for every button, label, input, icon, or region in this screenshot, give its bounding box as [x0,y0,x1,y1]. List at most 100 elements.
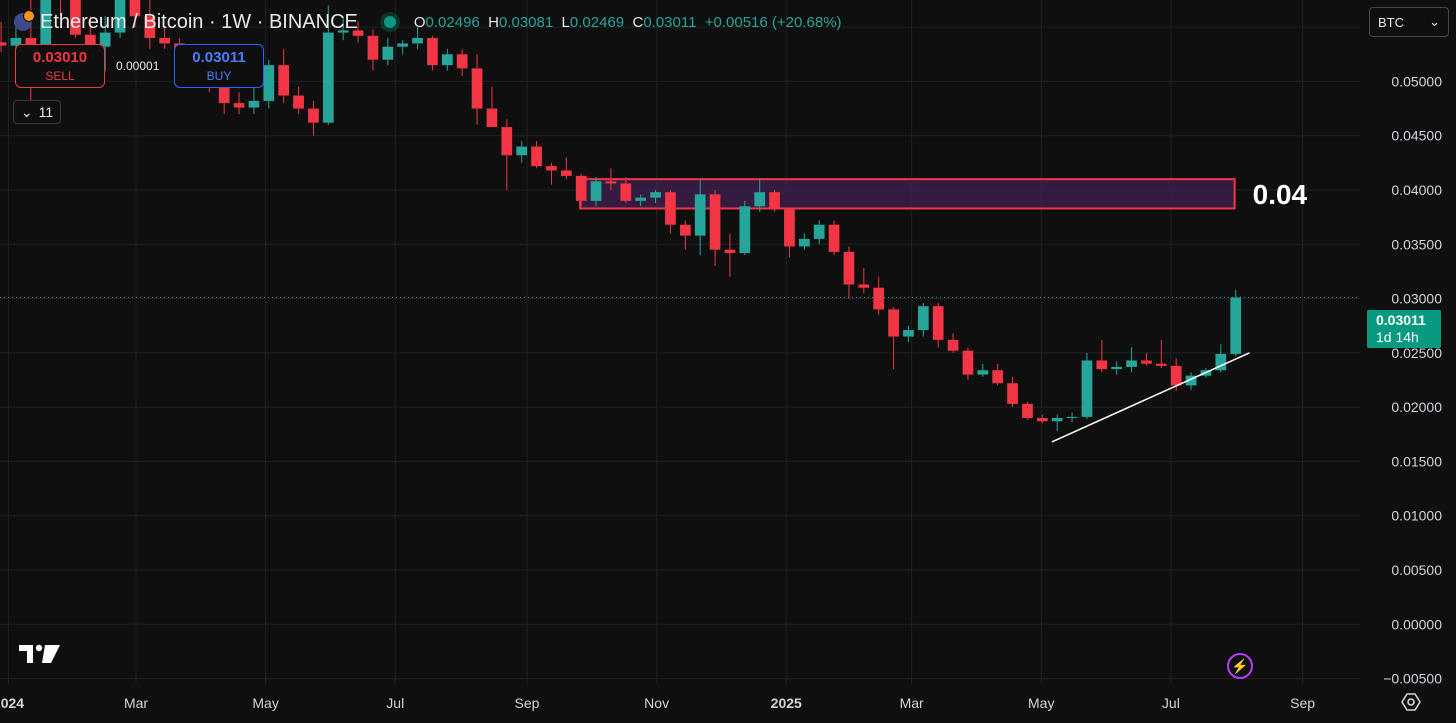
candle [962,347,974,380]
indicators-count: 11 [38,104,54,120]
candle-body [144,16,156,38]
y-tick-label: 0.00500 [1391,562,1442,578]
tradingview-logo-icon[interactable] [19,643,61,665]
sell-label: SELL [45,69,75,83]
candle [1215,344,1227,373]
candle-body [70,0,81,35]
candle [1230,289,1242,357]
candle-body [620,183,632,201]
lightning-icon[interactable]: ⚡ [1227,653,1253,679]
candle-body [724,249,736,253]
x-tick-label: May [252,695,278,711]
close-key: C [632,13,644,31]
candle [546,162,557,185]
x-tick-label: 2025 [771,695,802,711]
x-tick-label: Nov [644,695,669,711]
candle-body [1215,353,1227,371]
candle-body [25,38,37,49]
candle [278,48,290,104]
last-price-value: 0.03011 [1376,312,1426,328]
candle-body [1126,360,1137,367]
candle [60,0,62,17]
candle [427,35,438,71]
candle [233,92,245,114]
candle-body [322,32,334,123]
y-tick-label: 0.04500 [1391,128,1442,144]
candle [1185,372,1197,390]
y-tick-label: 0.02000 [1391,399,1442,415]
candle [739,200,751,256]
candle [293,86,304,114]
candle-body [397,43,409,47]
market-status-icon[interactable] [383,16,396,28]
high-value: 0.03081 [498,13,554,31]
candle [397,40,409,55]
candle [858,268,870,294]
candle-body [382,46,394,60]
candle-body [843,251,855,285]
candle [694,179,706,256]
y-tick-label: 0.03500 [1391,236,1442,252]
candle [798,233,810,250]
candle [560,157,572,180]
candle-body [575,175,587,201]
candle-body [590,181,602,201]
candle [769,190,780,212]
candle [1051,414,1063,432]
symbol-title[interactable]: Ethereum / Bitcoin · 1W · BINANCE [40,10,358,33]
candle-body [1185,375,1197,386]
candle [531,141,542,169]
resistance-zone-layer [579,178,1236,210]
candle [605,168,617,190]
x-tick-label: Sep [515,695,540,711]
x-tick-label: Sep [1290,695,1315,711]
close-value: 0.03011 [643,13,697,31]
candle [516,141,528,163]
settings-icon[interactable] [1400,691,1422,713]
candle [501,119,513,190]
candle-body [1230,297,1242,354]
candle-body [248,100,260,108]
price-axis[interactable]: 0.055000.050000.045000.040000.035000.030… [1383,19,1442,686]
y-tick-label: 0.01500 [1391,453,1442,469]
candle [308,100,319,136]
candle-body [798,238,810,247]
sell-button[interactable]: 0.03010 SELL [15,44,105,88]
candle [828,220,840,256]
y-tick-label: 0.02500 [1391,345,1442,361]
candle-body [1096,360,1108,370]
candle-body [962,350,974,375]
candle [679,220,691,250]
spread-value: 0.00001 [116,59,160,73]
time-axis[interactable]: 2024 Mar May Jul Sep Nov 2025 Mar May Jul Sep [0,695,1315,711]
candle-body [471,68,483,109]
candle-body [635,197,647,201]
candle-body [858,284,870,288]
buy-button[interactable]: 0.03011 BUY [174,44,264,88]
candle [873,276,885,315]
indicators-toggle[interactable]: ⌄ 11 [13,100,61,124]
candle [813,220,825,245]
candle [620,176,632,204]
buy-label: BUY [206,69,232,83]
candle [903,325,914,342]
candle [1126,347,1137,373]
support-trendline [1051,352,1250,443]
buy-price: 0.03011 [192,49,246,66]
candle [263,59,275,109]
x-tick-label: May [1028,695,1054,711]
currency-selector[interactable]: BTC ⌄ [1369,7,1449,37]
x-tick-label: Mar [900,695,924,711]
candle [650,190,661,204]
candle-body [784,209,795,247]
candle [1141,352,1152,366]
candle-body [278,65,290,96]
candle [337,16,349,41]
candle-body [412,38,423,44]
candle-body [560,170,572,176]
candle-body [947,339,959,351]
x-tick-label: 2024 [0,695,24,711]
candle-body [888,309,899,337]
candle-body [1051,418,1063,422]
